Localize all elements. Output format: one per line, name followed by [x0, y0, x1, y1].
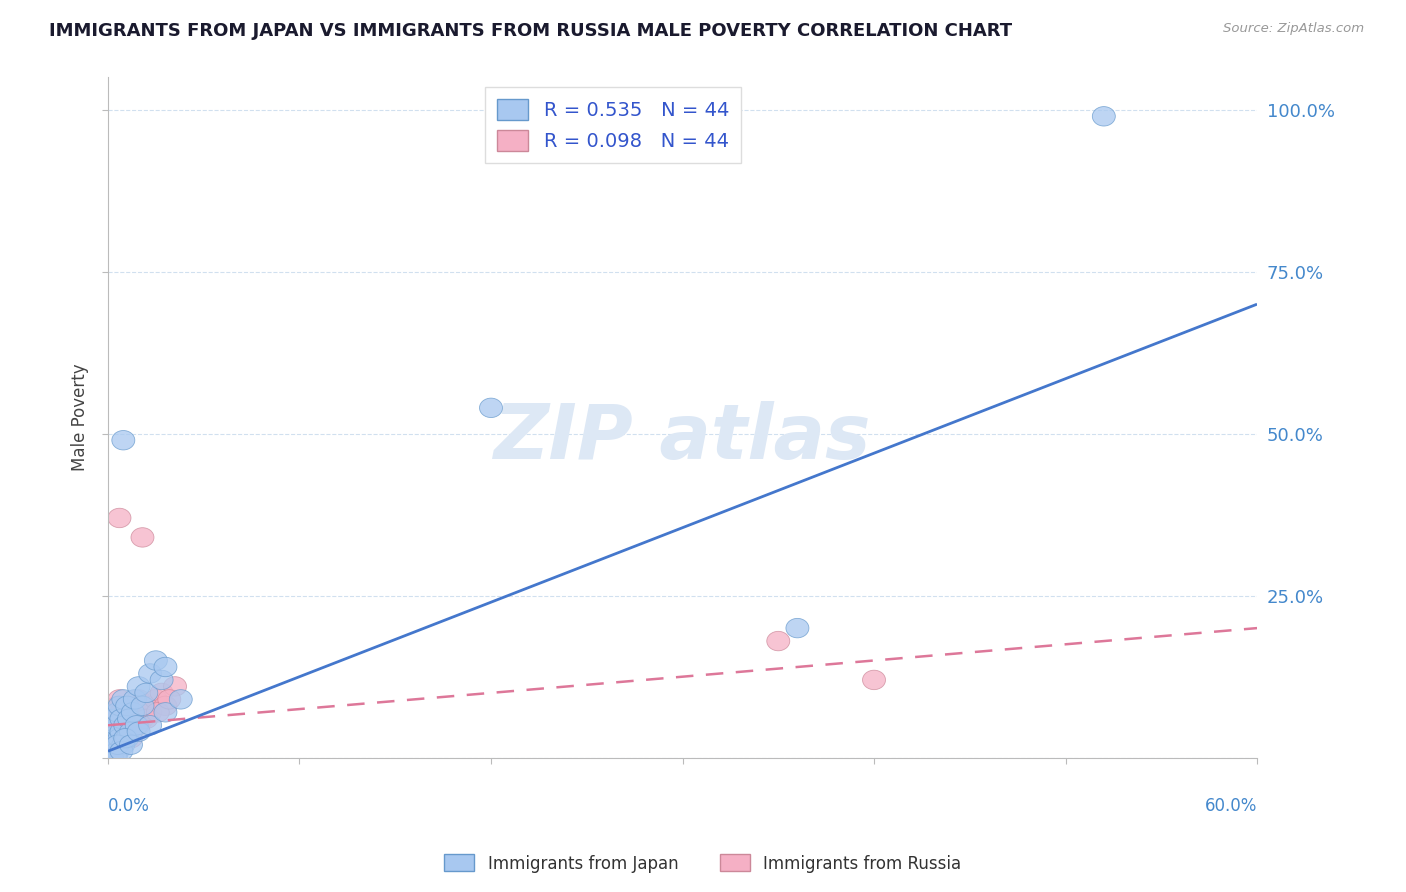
- Ellipse shape: [105, 741, 129, 761]
- Ellipse shape: [127, 722, 150, 741]
- Ellipse shape: [120, 729, 142, 748]
- Ellipse shape: [120, 722, 142, 741]
- Ellipse shape: [100, 741, 124, 761]
- Ellipse shape: [124, 696, 146, 715]
- Ellipse shape: [112, 735, 135, 755]
- Ellipse shape: [104, 729, 127, 748]
- Text: 0.0%: 0.0%: [108, 797, 150, 814]
- Ellipse shape: [103, 709, 125, 729]
- Ellipse shape: [108, 729, 131, 748]
- Ellipse shape: [115, 722, 139, 741]
- Ellipse shape: [103, 722, 125, 741]
- Ellipse shape: [98, 729, 121, 748]
- Ellipse shape: [145, 651, 167, 670]
- Legend: R = 0.535   N = 44, R = 0.098   N = 44: R = 0.535 N = 44, R = 0.098 N = 44: [485, 87, 741, 162]
- Ellipse shape: [114, 722, 136, 741]
- Ellipse shape: [115, 696, 139, 715]
- Ellipse shape: [124, 690, 146, 709]
- Ellipse shape: [103, 741, 125, 761]
- Ellipse shape: [135, 696, 157, 715]
- Ellipse shape: [131, 696, 153, 715]
- Ellipse shape: [153, 696, 177, 715]
- Ellipse shape: [100, 748, 124, 767]
- Ellipse shape: [118, 709, 141, 729]
- Ellipse shape: [131, 709, 153, 729]
- Ellipse shape: [125, 715, 148, 735]
- Ellipse shape: [105, 696, 129, 715]
- Ellipse shape: [100, 722, 124, 741]
- Ellipse shape: [150, 670, 173, 690]
- Ellipse shape: [131, 528, 153, 547]
- Ellipse shape: [110, 703, 134, 722]
- Ellipse shape: [104, 709, 127, 729]
- Ellipse shape: [139, 664, 162, 683]
- Ellipse shape: [100, 715, 124, 735]
- Ellipse shape: [112, 431, 135, 450]
- Ellipse shape: [115, 696, 139, 715]
- Ellipse shape: [139, 703, 162, 722]
- Text: 60.0%: 60.0%: [1205, 797, 1257, 814]
- Ellipse shape: [120, 709, 142, 729]
- Ellipse shape: [1092, 106, 1115, 126]
- Ellipse shape: [110, 735, 134, 755]
- Ellipse shape: [146, 703, 169, 722]
- Ellipse shape: [98, 735, 121, 755]
- Ellipse shape: [100, 748, 124, 767]
- Ellipse shape: [121, 703, 145, 722]
- Y-axis label: Male Poverty: Male Poverty: [72, 364, 89, 471]
- Ellipse shape: [103, 703, 125, 722]
- Ellipse shape: [121, 703, 145, 722]
- Ellipse shape: [105, 729, 129, 748]
- Ellipse shape: [127, 690, 150, 709]
- Ellipse shape: [114, 709, 136, 729]
- Ellipse shape: [104, 715, 127, 735]
- Ellipse shape: [157, 690, 181, 709]
- Ellipse shape: [108, 696, 131, 715]
- Ellipse shape: [139, 715, 162, 735]
- Ellipse shape: [103, 735, 125, 755]
- Ellipse shape: [115, 729, 139, 748]
- Ellipse shape: [163, 677, 187, 696]
- Ellipse shape: [104, 729, 127, 748]
- Ellipse shape: [135, 709, 157, 729]
- Text: IMMIGRANTS FROM JAPAN VS IMMIGRANTS FROM RUSSIA MALE POVERTY CORRELATION CHART: IMMIGRANTS FROM JAPAN VS IMMIGRANTS FROM…: [49, 22, 1012, 40]
- Text: ZIP atlas: ZIP atlas: [494, 401, 872, 475]
- Ellipse shape: [114, 715, 136, 735]
- Ellipse shape: [153, 703, 177, 722]
- Ellipse shape: [112, 729, 135, 748]
- Ellipse shape: [110, 709, 134, 729]
- Ellipse shape: [114, 729, 136, 748]
- Ellipse shape: [110, 722, 134, 741]
- Ellipse shape: [766, 632, 790, 651]
- Ellipse shape: [110, 722, 134, 741]
- Text: Source: ZipAtlas.com: Source: ZipAtlas.com: [1223, 22, 1364, 36]
- Ellipse shape: [105, 735, 129, 755]
- Ellipse shape: [127, 677, 150, 696]
- Ellipse shape: [105, 703, 129, 722]
- Ellipse shape: [135, 683, 157, 703]
- Ellipse shape: [786, 618, 808, 638]
- Ellipse shape: [150, 683, 173, 703]
- Ellipse shape: [110, 741, 134, 761]
- Ellipse shape: [104, 748, 127, 767]
- Legend: Immigrants from Japan, Immigrants from Russia: Immigrants from Japan, Immigrants from R…: [437, 847, 969, 880]
- Ellipse shape: [169, 690, 193, 709]
- Ellipse shape: [100, 735, 124, 755]
- Ellipse shape: [108, 508, 131, 528]
- Ellipse shape: [118, 715, 141, 735]
- Ellipse shape: [112, 690, 135, 709]
- Ellipse shape: [153, 657, 177, 677]
- Ellipse shape: [479, 398, 502, 417]
- Ellipse shape: [145, 690, 167, 709]
- Ellipse shape: [127, 715, 150, 735]
- Ellipse shape: [105, 735, 129, 755]
- Ellipse shape: [120, 735, 142, 755]
- Ellipse shape: [862, 670, 886, 690]
- Ellipse shape: [108, 690, 131, 709]
- Ellipse shape: [108, 715, 131, 735]
- Ellipse shape: [125, 715, 148, 735]
